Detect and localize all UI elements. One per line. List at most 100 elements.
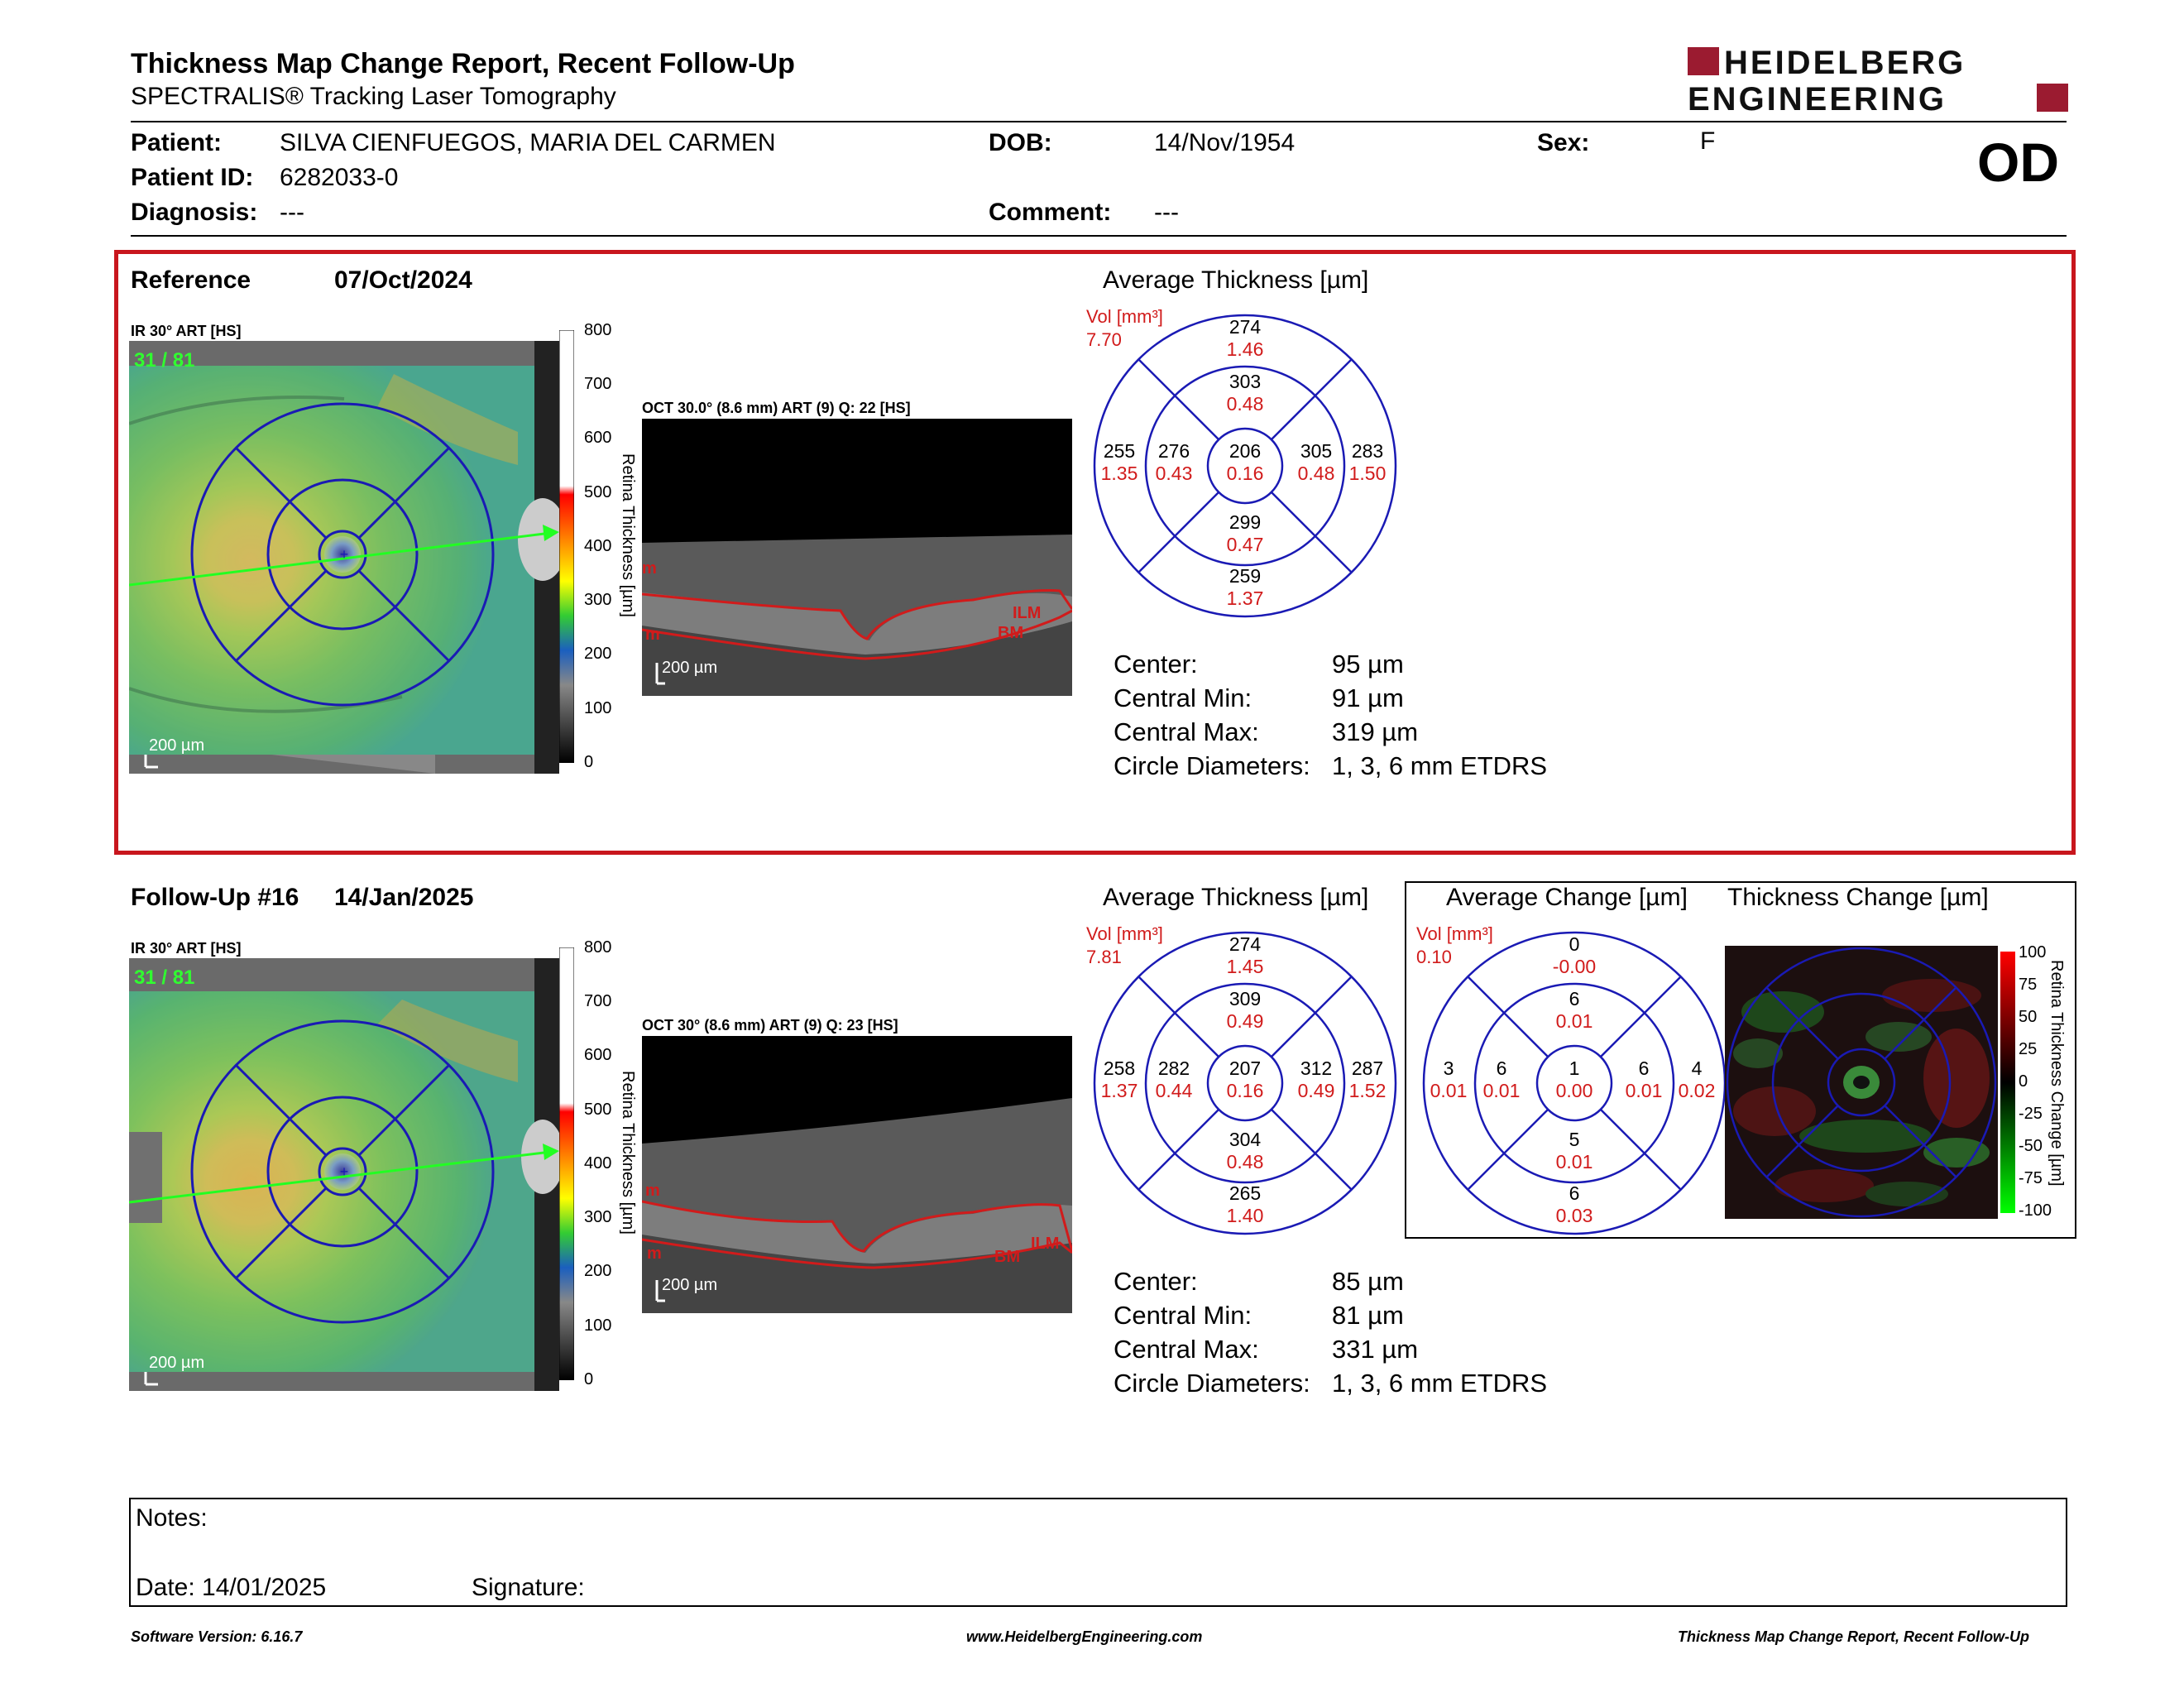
sector-bottom-inner: 299 0.47 <box>1224 511 1266 556</box>
map-scale-bar: 200 µm <box>149 1354 205 1372</box>
sector-left-inner: 282 0.44 <box>1153 1057 1195 1102</box>
central-min-label: Central Min: <box>1114 1301 1252 1330</box>
oct-layer-tag: m <box>645 1182 660 1200</box>
sector-thickness: 287 <box>1351 1057 1384 1079</box>
sector-left-outer: 255 1.35 <box>1099 440 1140 485</box>
ir-image-label: IR 30° ART [HS] <box>131 940 242 957</box>
change-sector-bottom-inner: 5 0.01 <box>1554 1129 1595 1173</box>
scale-tick: 600 <box>584 1046 612 1064</box>
sector-left-inner: 276 0.43 <box>1153 440 1195 485</box>
change-tick: -25 <box>2019 1105 2043 1123</box>
change-sector-left-inner: 6 0.01 <box>1481 1057 1522 1102</box>
thickness-colorbar <box>558 947 575 1381</box>
central-max-label: Central Max: <box>1114 717 1259 746</box>
scale-tick: 300 <box>584 1208 612 1226</box>
website-link[interactable]: www.HeidelbergEngineering.com <box>966 1628 1203 1645</box>
comment-label: Comment: <box>989 199 1112 226</box>
thickness-change-title: Thickness Change [µm] <box>1727 884 1989 911</box>
followup-etdrs-grid <box>1092 930 1398 1236</box>
sector-change: 1 <box>1569 1057 1580 1079</box>
central-max-value: 331 µm <box>1332 1335 1419 1364</box>
dob-value: 14/Nov/1954 <box>1154 129 1296 156</box>
center-label: Center: <box>1114 650 1198 679</box>
sex-value: F <box>1700 127 1716 155</box>
sector-right-inner: 305 0.48 <box>1296 440 1337 485</box>
sector-change: 6 <box>1638 1057 1650 1079</box>
scale-tick: 0 <box>584 1370 594 1388</box>
sector-volume-change: 0.01 <box>1482 1080 1521 1101</box>
change-tick: 75 <box>2019 976 2038 994</box>
change-tick: -50 <box>2019 1137 2043 1155</box>
change-tick: -75 <box>2019 1169 2043 1187</box>
sector-thickness: 274 <box>1228 316 1262 338</box>
circle-diameters-label: Circle Diameters: <box>1114 751 1310 780</box>
change-panel <box>1405 881 2076 1239</box>
sector-thickness: 282 <box>1157 1057 1190 1079</box>
ilm-label: ILM <box>1031 1235 1060 1253</box>
followup-thickness-map: + 31 / 81 200 µm <box>129 958 559 1391</box>
scale-tick: 200 <box>584 645 612 663</box>
sector-bottom-outer: 265 1.40 <box>1224 1182 1266 1227</box>
sector-volume: 0.44 <box>1155 1080 1193 1101</box>
sector-right-inner: 312 0.49 <box>1296 1057 1337 1102</box>
scale-tick: 700 <box>584 992 612 1010</box>
thickness-axis-label: Retina Thickness [µm] <box>619 453 637 617</box>
heidelberg-logo: HEIDELBERG ENGINEERING <box>1688 45 2068 120</box>
bm-label: BM <box>998 624 1024 642</box>
central-min-value: 81 µm <box>1332 1301 1404 1330</box>
avg-thickness-title: Average Thickness [µm] <box>1103 884 1369 911</box>
sector-volume: 0.48 <box>1297 463 1335 484</box>
change-tick: 25 <box>2019 1040 2038 1058</box>
sector-top-inner: 309 0.49 <box>1224 988 1266 1033</box>
sector-thickness: 258 <box>1103 1057 1136 1079</box>
oct-layer-tag: m <box>642 559 657 578</box>
oct-layer-tag: m <box>645 626 660 644</box>
sector-volume: 0.48 <box>1226 1151 1264 1172</box>
oct-layer-tag: m <box>647 1244 662 1263</box>
svg-text:+: + <box>340 546 349 563</box>
ir-image-label: IR 30° ART [HS] <box>131 323 242 339</box>
circle-diameters-label: Circle Diameters: <box>1114 1369 1310 1398</box>
sector-top-outer: 274 1.45 <box>1224 933 1266 978</box>
scale-tick: 300 <box>584 591 612 609</box>
patient-id-label: Patient ID: <box>131 164 254 191</box>
svg-text:+: + <box>340 1163 349 1180</box>
notes-box[interactable] <box>129 1498 2067 1607</box>
followup-date: 14/Jan/2025 <box>334 884 474 911</box>
sector-volume: 1.50 <box>1348 463 1387 484</box>
sector-volume-change: 0.02 <box>1678 1080 1716 1101</box>
eye-indicator: OD <box>1977 132 2059 193</box>
notes-date: Date: 14/01/2025 <box>136 1574 327 1601</box>
sex-label: Sex: <box>1537 129 1590 156</box>
change-tick: -100 <box>2019 1201 2052 1220</box>
sector-thickness: 259 <box>1228 565 1262 587</box>
change-sector-left-outer: 3 0.01 <box>1428 1057 1469 1102</box>
center-label: Center: <box>1114 1267 1198 1296</box>
ilm-label: ILM <box>1013 604 1042 622</box>
sector-change: 3 <box>1443 1057 1454 1079</box>
sector-thickness: 265 <box>1228 1182 1262 1204</box>
reference-thickness-map: + 31 / 81 200 µm <box>129 341 559 774</box>
scale-tick: 800 <box>584 938 612 957</box>
scale-tick: 500 <box>584 483 612 501</box>
scale-tick: 100 <box>584 1316 612 1335</box>
diagnosis-label: Diagnosis: <box>131 199 258 226</box>
scale-tick: 0 <box>584 753 594 771</box>
vol-total: 7.70 <box>1086 329 1122 350</box>
circle-diameters-value: 1, 3, 6 mm ETDRS <box>1332 751 1548 780</box>
map-scale-bar: 200 µm <box>149 736 205 755</box>
central-max-value: 319 µm <box>1332 717 1419 746</box>
sector-thickness: 206 <box>1228 440 1262 462</box>
sector-volume-change: 0.01 <box>1625 1080 1663 1101</box>
patient-id: 6282033-0 <box>280 164 399 191</box>
sector-change: 6 <box>1496 1057 1507 1079</box>
scale-tick: 800 <box>584 321 612 339</box>
sector-change: 6 <box>1569 988 1580 1009</box>
report-title: Thickness Map Change Report, Recent Foll… <box>131 48 795 79</box>
scan-counter: 31 / 81 <box>134 966 195 989</box>
change-sector-bottom-outer: 6 0.03 <box>1554 1182 1595 1227</box>
sector-thickness: 304 <box>1228 1129 1262 1150</box>
sector-right-outer: 283 1.50 <box>1347 440 1388 485</box>
signature-label: Signature: <box>472 1574 585 1601</box>
reference-panel <box>114 250 2076 855</box>
